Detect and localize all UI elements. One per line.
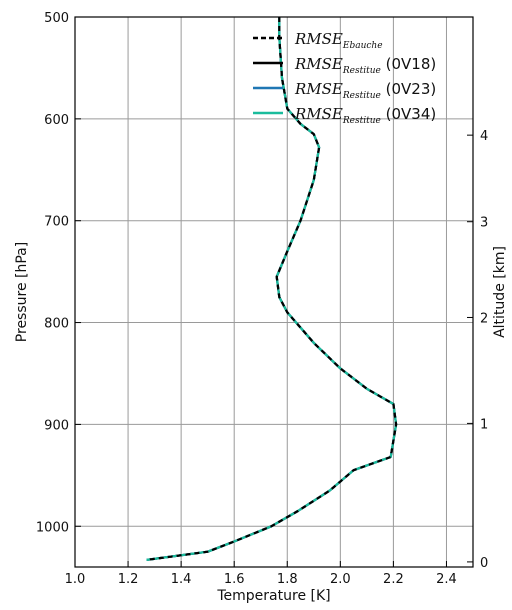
x-tick-label: 1.4 [171,572,192,587]
y-tick-label: 1000 [36,520,69,535]
y-tick-label: 500 [44,11,69,26]
x-axis-label: Temperature [K] [216,588,330,604]
x-tick-label: 2.2 [383,572,404,587]
legend-entry: RMSEEbauche [294,30,383,51]
y2-tick-label: 0 [480,556,488,571]
x-tick-label: 2.0 [330,572,351,587]
y2-tick-label: 3 [480,216,488,231]
series-lines [146,17,398,561]
x-tick-label: 2.4 [436,572,457,587]
x-tick-label: 1.8 [277,572,298,587]
y-tick-label: 600 [44,113,69,128]
x-tick-label: 1.2 [118,572,139,587]
x-tick-label: 1.6 [224,572,245,587]
y-tick-label: 700 [44,215,69,230]
y2-axis-ticks: 4 3 2 1 0 [467,129,488,571]
y2-tick-label: 4 [480,129,488,144]
y-axis-ticks: 500 600 700 800 900 1000 [36,11,81,535]
plot-frame [74,16,474,568]
grid [74,16,473,567]
legend-entry: RMSERestitue (0V18) [294,55,436,76]
x-axis-ticks: 1.0 1.2 1.4 1.6 1.8 2.0 2.2 2.4 [65,561,457,587]
y-tick-label: 800 [44,317,69,332]
legend-entry: RMSERestitue (0V23) [294,80,436,101]
legend: RMSEEbauche RMSERestitue (0V18) RMSERestit… [253,30,436,126]
y2-tick-label: 1 [480,417,488,432]
legend-entry: RMSERestitue (0V34) [294,105,436,126]
y-tick-label: 900 [44,418,69,433]
y2-tick-label: 2 [480,311,488,326]
x-tick-label: 1.0 [65,572,86,587]
series-line-0 [146,17,398,561]
y2-axis-label: Altitude [km] [492,246,508,338]
y-axis-label: Pressure [hPa] [14,242,30,342]
